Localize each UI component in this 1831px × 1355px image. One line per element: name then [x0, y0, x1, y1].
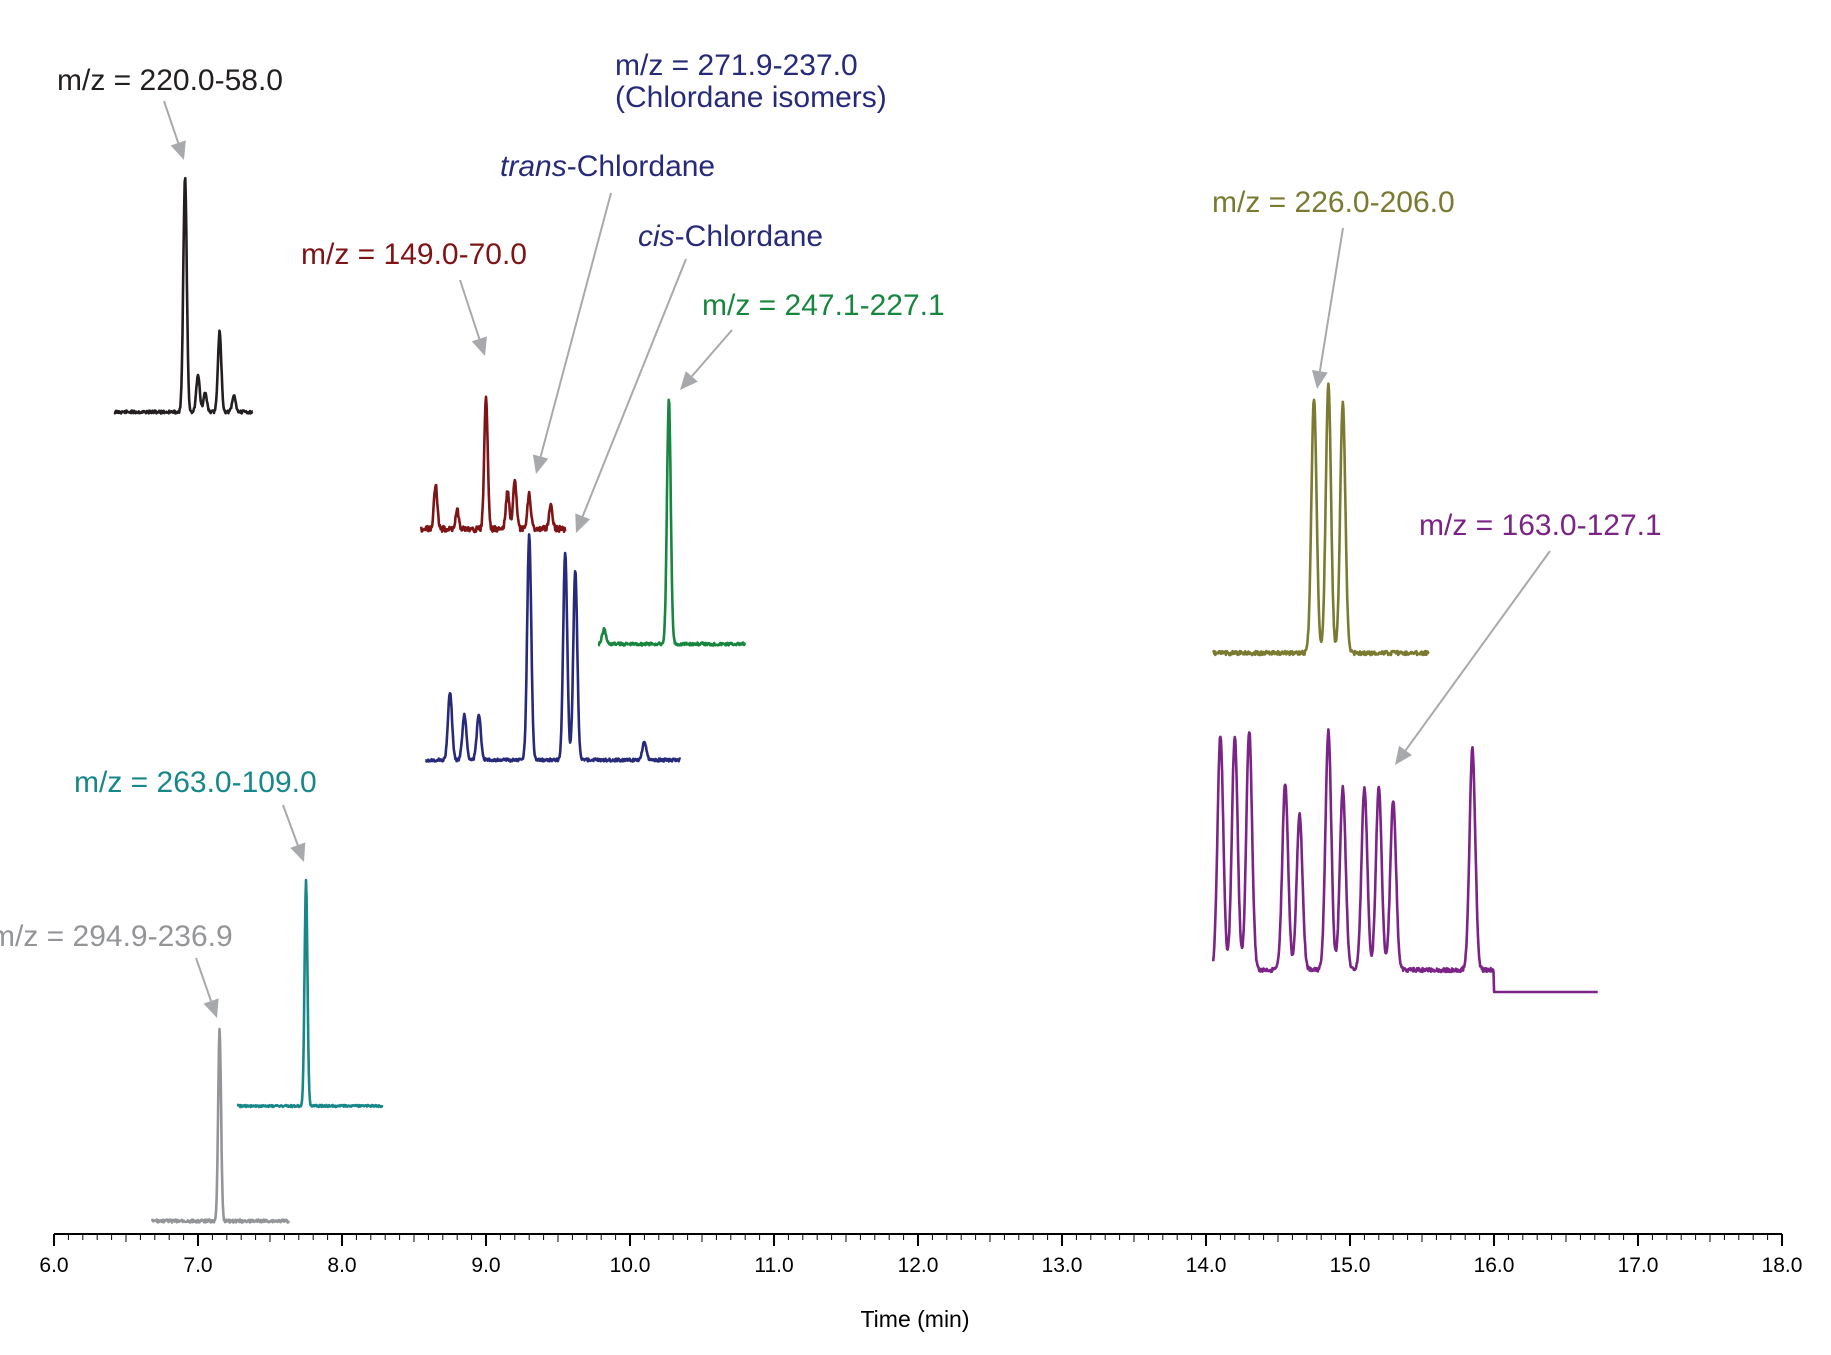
label-cis-italic: cis	[638, 220, 675, 253]
annotation-arrow	[1311, 227, 1344, 389]
label-mz-163: m/z = 163.0-127.1	[1419, 509, 1662, 542]
x-axis-tick-label: 14.0	[1186, 1254, 1227, 1277]
annotation-arrow	[532, 192, 612, 474]
label-mz-149: m/z = 149.0-70.0	[301, 238, 527, 271]
x-axis-tick-label: 10.0	[610, 1254, 651, 1277]
x-axis-title: Time (min)	[860, 1306, 969, 1332]
trace-line-5	[1212, 382, 1430, 657]
trace-line-8	[150, 1027, 290, 1224]
x-axis-tick-label: 17.0	[1618, 1254, 1659, 1277]
x-axis: 6.0 7.0 8.0 9.0 10.0 11.0 12.0 13.0 14.0 15.0 16.0…	[39, 1233, 1802, 1332]
label-chlordane-isomers: (Chlordane isomers)	[615, 81, 887, 114]
trace-line-2	[419, 395, 567, 534]
annotation-arrow	[282, 804, 306, 862]
label-mz-226: m/z = 226.0-206.0	[1212, 186, 1455, 219]
x-axis-tick-label: 11.0	[754, 1254, 793, 1277]
x-axis-tick-label: 12.0	[898, 1254, 939, 1277]
label-trans-chlordane: trans-Chlordane	[500, 150, 715, 183]
x-axis-tick-label: 16.0	[1474, 1254, 1515, 1277]
label-mz-247: m/z = 247.1-227.1	[702, 289, 945, 322]
annotation-labels: m/z = 220.0-58.0 m/z = 271.9-237.0 (Chlo…	[0, 49, 1662, 953]
annotation-arrow	[1395, 550, 1551, 765]
trace-line-7	[236, 878, 384, 1109]
label-mz-294: m/z = 294.9-236.9	[0, 920, 233, 953]
label-mz-271: m/z = 271.9-237.0	[615, 49, 858, 82]
annotation-arrow	[163, 100, 186, 160]
x-axis-tick-label: 13.0	[1042, 1254, 1083, 1277]
trace-line-6	[1211, 728, 1599, 994]
label-trans-rest: -Chlordane	[567, 150, 715, 183]
label-mz-220: m/z = 220.0-58.0	[57, 64, 283, 97]
annotation-arrow	[680, 329, 733, 390]
x-axis-tick-label: 9.0	[471, 1254, 500, 1277]
annotation-arrow	[575, 258, 687, 533]
x-axis-tick-label: 6.0	[39, 1254, 68, 1277]
trace-line-3	[424, 533, 682, 763]
annotation-arrows	[163, 100, 1551, 1018]
annotation-arrow	[195, 957, 219, 1018]
label-cis-chlordane: cis-Chlordane	[638, 220, 823, 253]
x-axis-tick-label: 15.0	[1330, 1254, 1371, 1277]
annotation-arrow	[459, 279, 487, 356]
trace-line-4	[597, 398, 747, 647]
label-cis-rest: -Chlordane	[675, 220, 823, 253]
x-axis-tick-label: 7.0	[183, 1254, 212, 1277]
x-axis-major-ticks: 6.0 7.0 8.0 9.0 10.0 11.0 12.0 13.0 14.0 15.0 16.0…	[39, 1234, 1802, 1277]
x-axis-tick-label: 8.0	[327, 1254, 356, 1277]
trace-line-1	[113, 176, 254, 415]
label-trans-italic: trans	[500, 150, 567, 183]
x-axis-tick-label: 18.0	[1762, 1254, 1803, 1277]
chromatogram-traces	[113, 176, 1599, 1224]
label-mz-263: m/z = 263.0-109.0	[74, 766, 317, 799]
